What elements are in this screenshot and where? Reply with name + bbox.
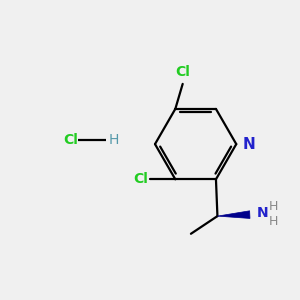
Text: H: H	[269, 214, 278, 228]
Text: Cl: Cl	[133, 172, 148, 186]
Text: N: N	[242, 136, 255, 152]
Text: H: H	[269, 200, 278, 213]
Text: H: H	[109, 133, 119, 147]
Text: Cl: Cl	[63, 133, 78, 147]
Text: N: N	[256, 206, 268, 220]
Polygon shape	[218, 211, 250, 218]
Text: Cl: Cl	[175, 65, 190, 79]
